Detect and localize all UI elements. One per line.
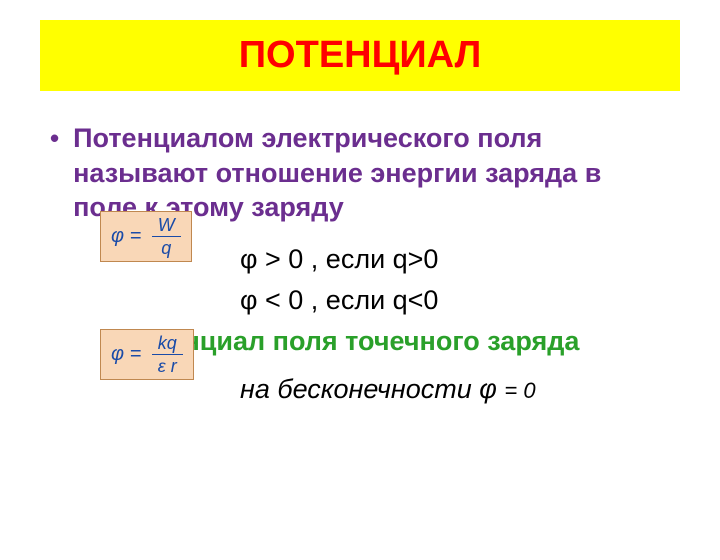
slide-title: ПОТЕНЦИАЛ xyxy=(239,34,482,76)
formula-box-1: φ = W q xyxy=(100,211,192,262)
formula-box-2: φ = kq ε r xyxy=(100,329,194,380)
condition-2: φ < 0 , если q<0 xyxy=(240,285,670,316)
definition-text: Потенциалом электрического поля называют… xyxy=(73,121,670,225)
formula2-denominator: ε r xyxy=(152,355,183,375)
condition-1: φ > 0 , если q>0 xyxy=(240,244,670,275)
formula2-prefix: φ = xyxy=(111,343,141,365)
formula-row-2: φ = kq ε r xyxy=(50,343,670,394)
formula2-fraction: kq ε r xyxy=(152,334,183,375)
definition-block: • Потенциалом электрического поля называ… xyxy=(50,121,670,225)
bullet-icon: • xyxy=(50,123,59,154)
content-area: • Потенциалом электрического поля называ… xyxy=(0,91,720,405)
formula1-denominator: q xyxy=(155,237,177,257)
formula1-prefix: φ = xyxy=(111,225,141,247)
formula1-numerator: W xyxy=(152,216,181,237)
formula2-numerator: kq xyxy=(152,334,183,355)
formula1-fraction: W q xyxy=(152,216,181,257)
title-bar: ПОТЕНЦИАЛ xyxy=(40,20,680,91)
